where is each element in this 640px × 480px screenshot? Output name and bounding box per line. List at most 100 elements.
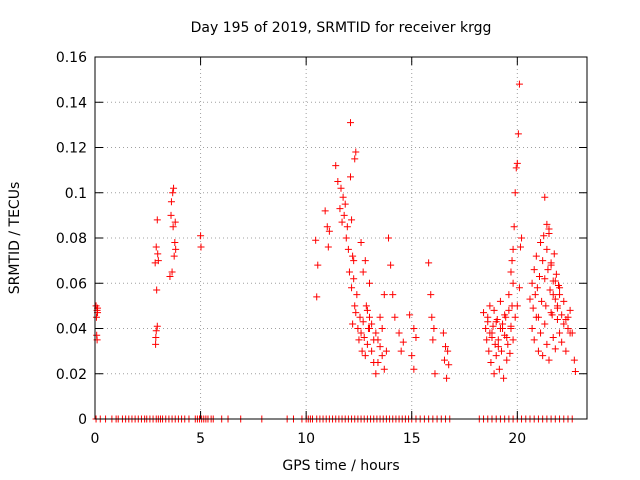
data-point bbox=[366, 279, 374, 287]
data-point bbox=[387, 261, 395, 269]
data-point bbox=[356, 313, 364, 321]
data-point bbox=[324, 243, 332, 251]
data-point bbox=[547, 259, 555, 267]
data-points bbox=[92, 80, 579, 423]
data-point bbox=[410, 365, 418, 373]
data-point bbox=[500, 374, 508, 382]
data-point bbox=[508, 257, 516, 265]
data-point bbox=[497, 347, 505, 355]
data-point bbox=[486, 302, 494, 310]
data-point bbox=[541, 320, 549, 328]
data-point bbox=[501, 311, 509, 319]
data-point bbox=[351, 155, 359, 163]
data-point bbox=[506, 349, 514, 357]
data-point bbox=[347, 173, 355, 181]
data-point bbox=[332, 162, 340, 170]
data-point bbox=[482, 325, 490, 332]
data-point bbox=[313, 293, 321, 301]
data-point bbox=[442, 343, 450, 351]
data-point bbox=[357, 239, 365, 247]
y-tick-label: 0.04 bbox=[56, 322, 87, 338]
data-point bbox=[439, 329, 447, 337]
data-point bbox=[530, 336, 538, 344]
y-axis-label: SRMTID / TECUs bbox=[7, 182, 23, 295]
data-point bbox=[170, 184, 178, 192]
data-point bbox=[389, 291, 397, 299]
data-point bbox=[397, 347, 405, 355]
y-tick-label: 0.06 bbox=[56, 276, 87, 292]
data-point bbox=[532, 252, 540, 260]
data-point bbox=[509, 245, 517, 253]
data-point bbox=[370, 336, 378, 344]
data-point bbox=[372, 370, 380, 378]
data-point bbox=[547, 309, 555, 317]
data-point bbox=[378, 325, 386, 332]
y-tick-label: 0 bbox=[78, 412, 87, 428]
data-point bbox=[345, 268, 353, 276]
data-point bbox=[518, 234, 526, 242]
data-point bbox=[408, 352, 416, 360]
data-point bbox=[359, 268, 367, 276]
data-point bbox=[366, 325, 374, 332]
data-point bbox=[152, 327, 160, 335]
data-point bbox=[171, 218, 179, 226]
data-point bbox=[429, 336, 437, 344]
axis-ticks: 0 0.02 0.04 0.06 0.08 0.1 0.12 0.14 0.16 0 5 10 15 20 bbox=[56, 50, 587, 447]
y-tick-label: 0.12 bbox=[56, 141, 87, 157]
data-point bbox=[372, 329, 380, 337]
y-tick-label: 0.08 bbox=[56, 231, 87, 247]
data-point bbox=[507, 268, 515, 276]
data-point bbox=[530, 266, 538, 274]
data-point bbox=[545, 356, 553, 364]
x-tick-label: 10 bbox=[297, 431, 315, 447]
data-point bbox=[540, 232, 548, 240]
data-point bbox=[551, 345, 559, 353]
data-point bbox=[494, 336, 502, 344]
data-point bbox=[558, 338, 566, 346]
data-point bbox=[352, 309, 360, 317]
data-point bbox=[560, 320, 568, 328]
data-point bbox=[341, 200, 349, 208]
data-point bbox=[510, 223, 518, 231]
data-point bbox=[350, 257, 358, 265]
data-point bbox=[551, 277, 559, 285]
data-point bbox=[350, 275, 358, 283]
data-point bbox=[348, 216, 356, 224]
data-point bbox=[556, 329, 564, 337]
data-point bbox=[406, 311, 414, 319]
data-point bbox=[488, 329, 496, 337]
data-point bbox=[352, 148, 360, 156]
data-point bbox=[374, 358, 382, 366]
data-point bbox=[511, 189, 519, 197]
data-point bbox=[556, 291, 564, 299]
data-point bbox=[485, 347, 493, 355]
data-point bbox=[543, 245, 551, 253]
data-point bbox=[566, 306, 574, 314]
data-point bbox=[526, 295, 534, 303]
data-point bbox=[480, 309, 488, 317]
data-point bbox=[166, 272, 174, 280]
data-point bbox=[504, 340, 512, 348]
data-point bbox=[505, 291, 513, 299]
data-point bbox=[167, 198, 175, 206]
data-point bbox=[347, 119, 355, 127]
data-point bbox=[484, 313, 492, 321]
data-point bbox=[363, 340, 371, 348]
x-tick-label: 15 bbox=[403, 431, 421, 447]
data-point bbox=[197, 243, 205, 251]
data-point bbox=[529, 304, 537, 312]
data-point bbox=[571, 367, 579, 375]
data-point bbox=[344, 245, 352, 253]
data-point bbox=[410, 325, 418, 332]
data-point bbox=[541, 275, 549, 283]
data-point bbox=[353, 291, 361, 299]
data-point bbox=[553, 302, 561, 310]
data-point bbox=[348, 284, 356, 292]
data-point bbox=[431, 370, 439, 378]
data-point bbox=[553, 315, 561, 323]
data-point bbox=[496, 297, 504, 305]
data-point bbox=[542, 302, 550, 310]
data-point bbox=[337, 184, 345, 192]
plot-frame bbox=[94, 56, 588, 420]
